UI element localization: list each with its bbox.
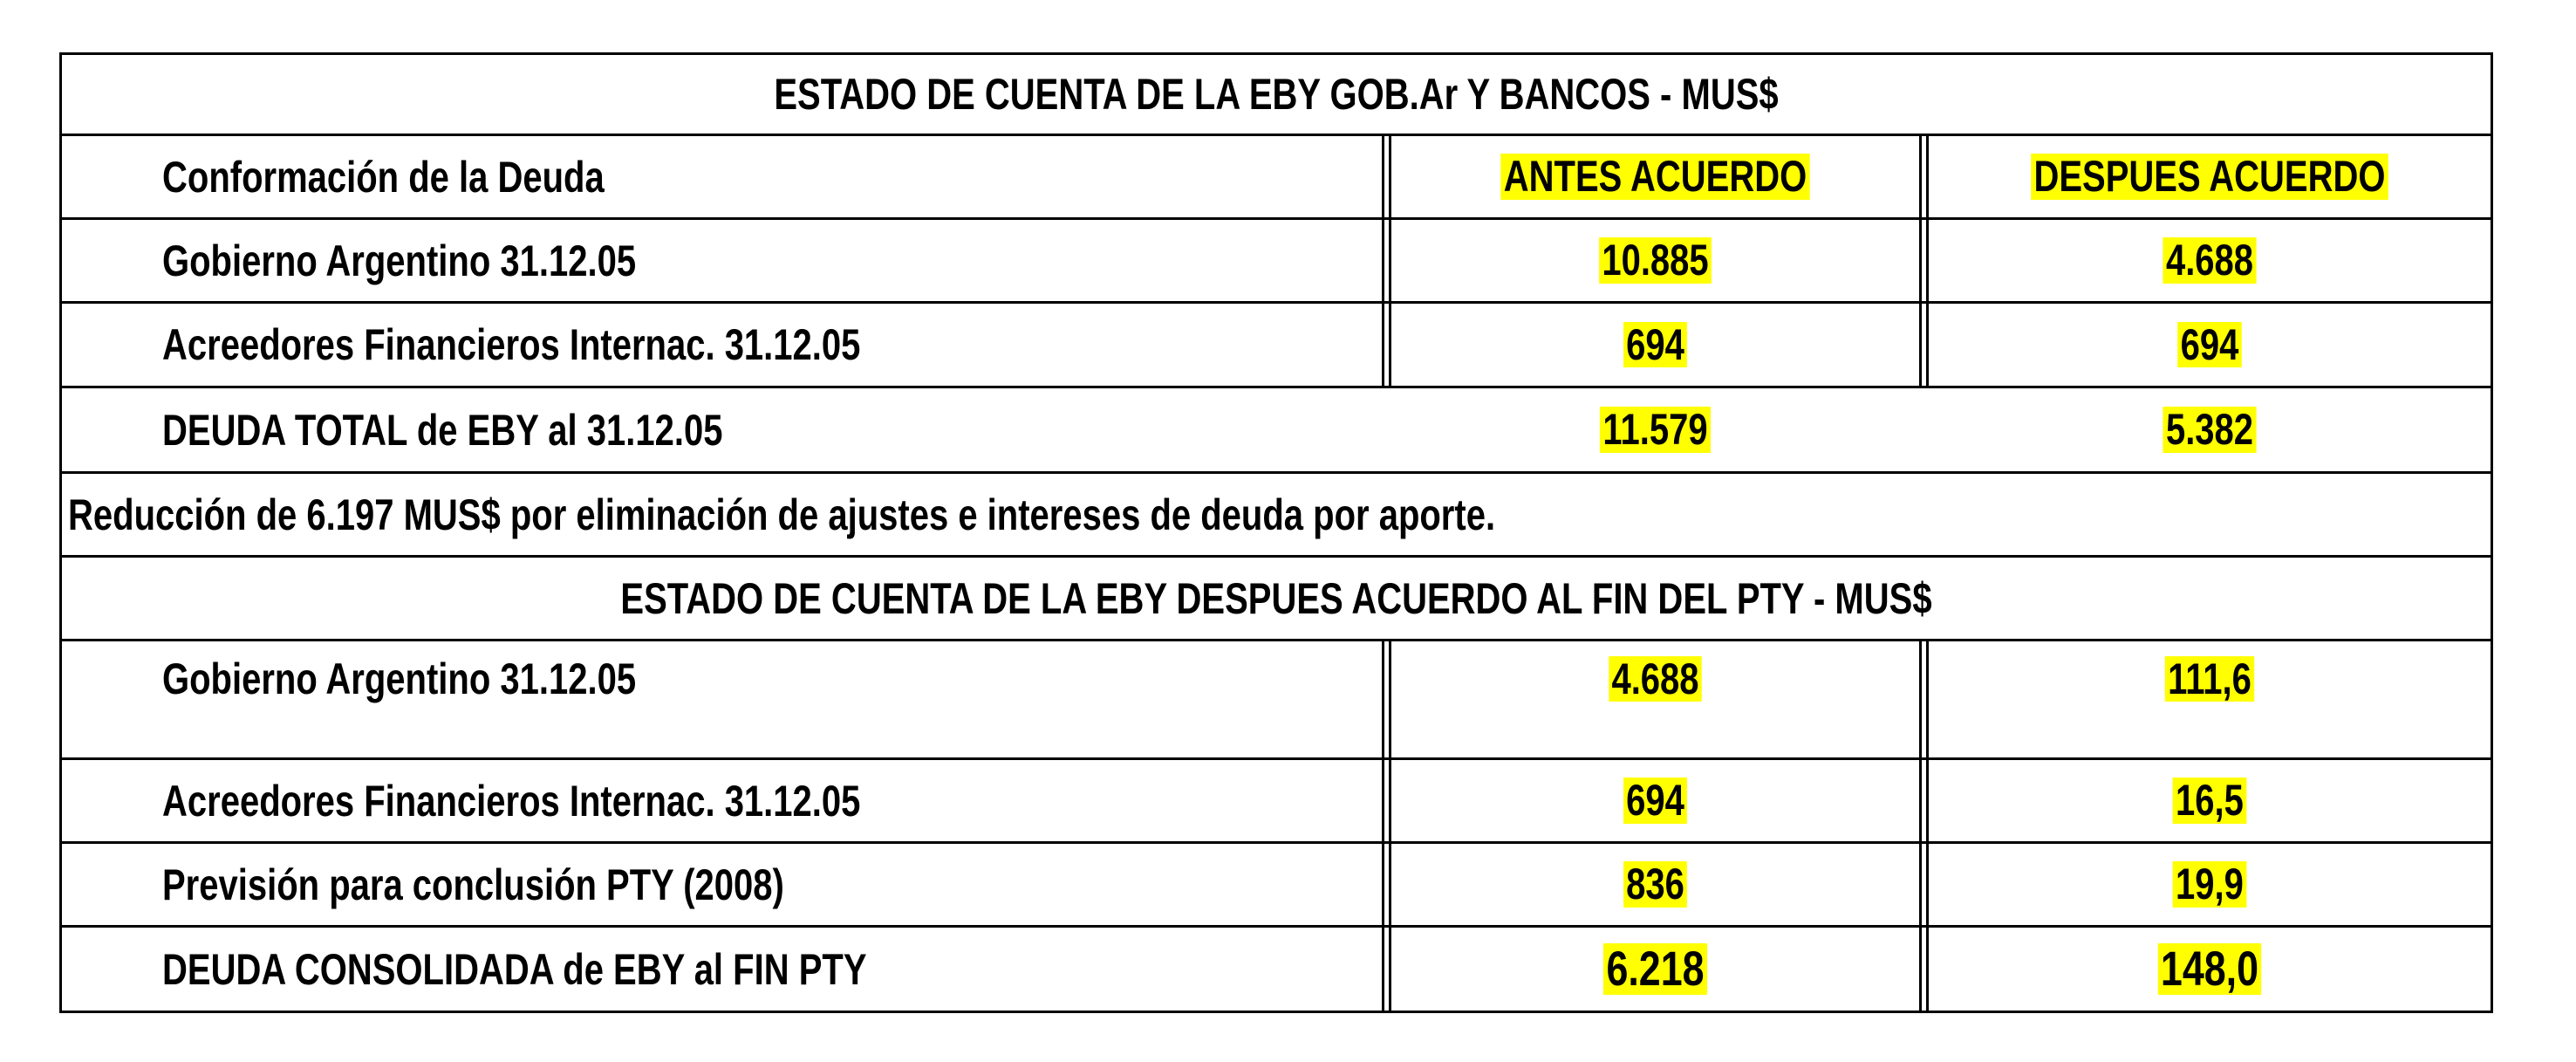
- row-divider: [59, 471, 2493, 474]
- row-label: Gobierno Argentino 31.12.05: [162, 641, 636, 716]
- row-value-before-text: 694: [1623, 778, 1688, 824]
- row-value-after-text: 4.688: [2163, 237, 2257, 284]
- header-antes-acuerdo-text: ANTES ACUERDO: [1500, 154, 1810, 200]
- row-divider: [59, 757, 2493, 760]
- row-divider: [59, 925, 2493, 928]
- row-value-after-text: 16,5: [2172, 778, 2247, 824]
- row-label-total: DEUDA TOTAL de EBY al 31.12.05: [162, 388, 722, 471]
- row-value-before-text: 694: [1623, 322, 1688, 368]
- table1-title-text: ESTADO DE CUENTA DE LA EBY GOB.Ar Y BANC…: [774, 70, 1779, 119]
- header-label-text: Conformación de la Deuda: [162, 152, 605, 202]
- row-value-after: 111,6: [1985, 641, 2434, 716]
- table-border-bottom: [59, 1011, 2493, 1013]
- row-label-text: Acreedores Financieros Internac. 31.12.0…: [162, 776, 861, 826]
- row-value-before: 694: [1445, 304, 1867, 386]
- column-divider: [1389, 134, 1391, 387]
- row-label-text: Acreedores Financieros Internac. 31.12.0…: [162, 320, 861, 369]
- header-antes-acuerdo: ANTES ACUERDO: [1445, 136, 1867, 217]
- table2-title-text: ESTADO DE CUENTA DE LA EBY DESPUES ACUER…: [620, 573, 1932, 623]
- table-border-left: [59, 52, 62, 1013]
- row-label: Gobierno Argentino 31.12.05: [162, 220, 636, 301]
- row-label: Previsión para conclusión PTY (2008): [162, 844, 784, 925]
- header-despues-acuerdo-text: DESPUES ACUERDO: [2031, 154, 2388, 200]
- row-divider: [59, 386, 2493, 388]
- reduction-note-text: Reducción de 6.197 MUS$ por eliminación …: [68, 490, 1496, 539]
- header-label: Conformación de la Deuda: [162, 136, 605, 217]
- debt-statement-table: ESTADO DE CUENTA DE LA EBY GOB.Ar Y BANC…: [59, 52, 2493, 1013]
- row-value-before: 836: [1445, 844, 1867, 925]
- table2-title: ESTADO DE CUENTA DE LA EBY DESPUES ACUER…: [303, 558, 2250, 639]
- row-value-after: 5.382: [1985, 388, 2434, 471]
- row-divider: [59, 841, 2493, 844]
- row-value-after-text: 19,9: [2172, 861, 2247, 908]
- row-label-total-text: DEUDA TOTAL de EBY al 31.12.05: [162, 405, 723, 455]
- row-divider: [59, 134, 2493, 136]
- row-label-consolidated-text: DEUDA CONSOLIDADA de EBY al FIN PTY: [162, 944, 867, 994]
- row-divider: [59, 301, 2493, 304]
- row-value-before-text: 836: [1623, 861, 1688, 908]
- reduction-note: Reducción de 6.197 MUS$ por eliminación …: [68, 474, 1495, 555]
- row-value-before-text: 11.579: [1600, 407, 1711, 453]
- row-value-before: 10.885: [1445, 220, 1867, 301]
- column-divider: [1382, 639, 1384, 1013]
- row-value-before: 4.688: [1445, 641, 1867, 716]
- row-value-after-text: 111,6: [2164, 656, 2255, 702]
- row-divider: [59, 217, 2493, 220]
- column-divider: [1926, 639, 1929, 1013]
- row-value-before-text: 4.688: [1609, 656, 1702, 702]
- row-value-after: 694: [1985, 304, 2434, 386]
- row-label-text: Gobierno Argentino 31.12.05: [162, 236, 637, 285]
- row-value-before-total: 6.218: [1445, 928, 1867, 1011]
- row-label-text: Previsión para conclusión PTY (2008): [162, 860, 784, 909]
- row-value-before: 11.579: [1445, 388, 1867, 471]
- row-value-after-text: 5.382: [2163, 407, 2257, 453]
- column-divider: [1926, 134, 1929, 387]
- row-value-after: 4.688: [1985, 220, 2434, 301]
- row-value-before-total-text: 6.218: [1603, 942, 1707, 995]
- column-divider: [1389, 639, 1391, 1013]
- row-value-before-text: 10.885: [1599, 237, 1712, 284]
- column-divider: [1919, 639, 1922, 1013]
- column-divider: [1919, 134, 1922, 387]
- row-divider: [59, 555, 2493, 558]
- table-border-right: [2491, 52, 2493, 1013]
- row-value-after: 19,9: [1985, 844, 2434, 925]
- row-value-after-text: 694: [2177, 322, 2242, 368]
- row-value-before: 694: [1445, 760, 1867, 841]
- row-value-after-total-text: 148,0: [2157, 942, 2262, 995]
- row-value-after: 16,5: [1985, 760, 2434, 841]
- row-label-consolidated: DEUDA CONSOLIDADA de EBY al FIN PTY: [162, 928, 867, 1011]
- table-border-top: [59, 52, 2493, 55]
- table1-title: ESTADO DE CUENTA DE LA EBY GOB.Ar Y BANC…: [303, 55, 2250, 134]
- row-label-text: Gobierno Argentino 31.12.05: [162, 654, 637, 703]
- row-value-after-total: 148,0: [1985, 928, 2434, 1011]
- row-divider: [59, 639, 2493, 641]
- column-divider: [1382, 134, 1384, 387]
- row-label: Acreedores Financieros Internac. 31.12.0…: [162, 304, 860, 386]
- header-despues-acuerdo: DESPUES ACUERDO: [1985, 136, 2434, 217]
- row-label: Acreedores Financieros Internac. 31.12.0…: [162, 760, 860, 841]
